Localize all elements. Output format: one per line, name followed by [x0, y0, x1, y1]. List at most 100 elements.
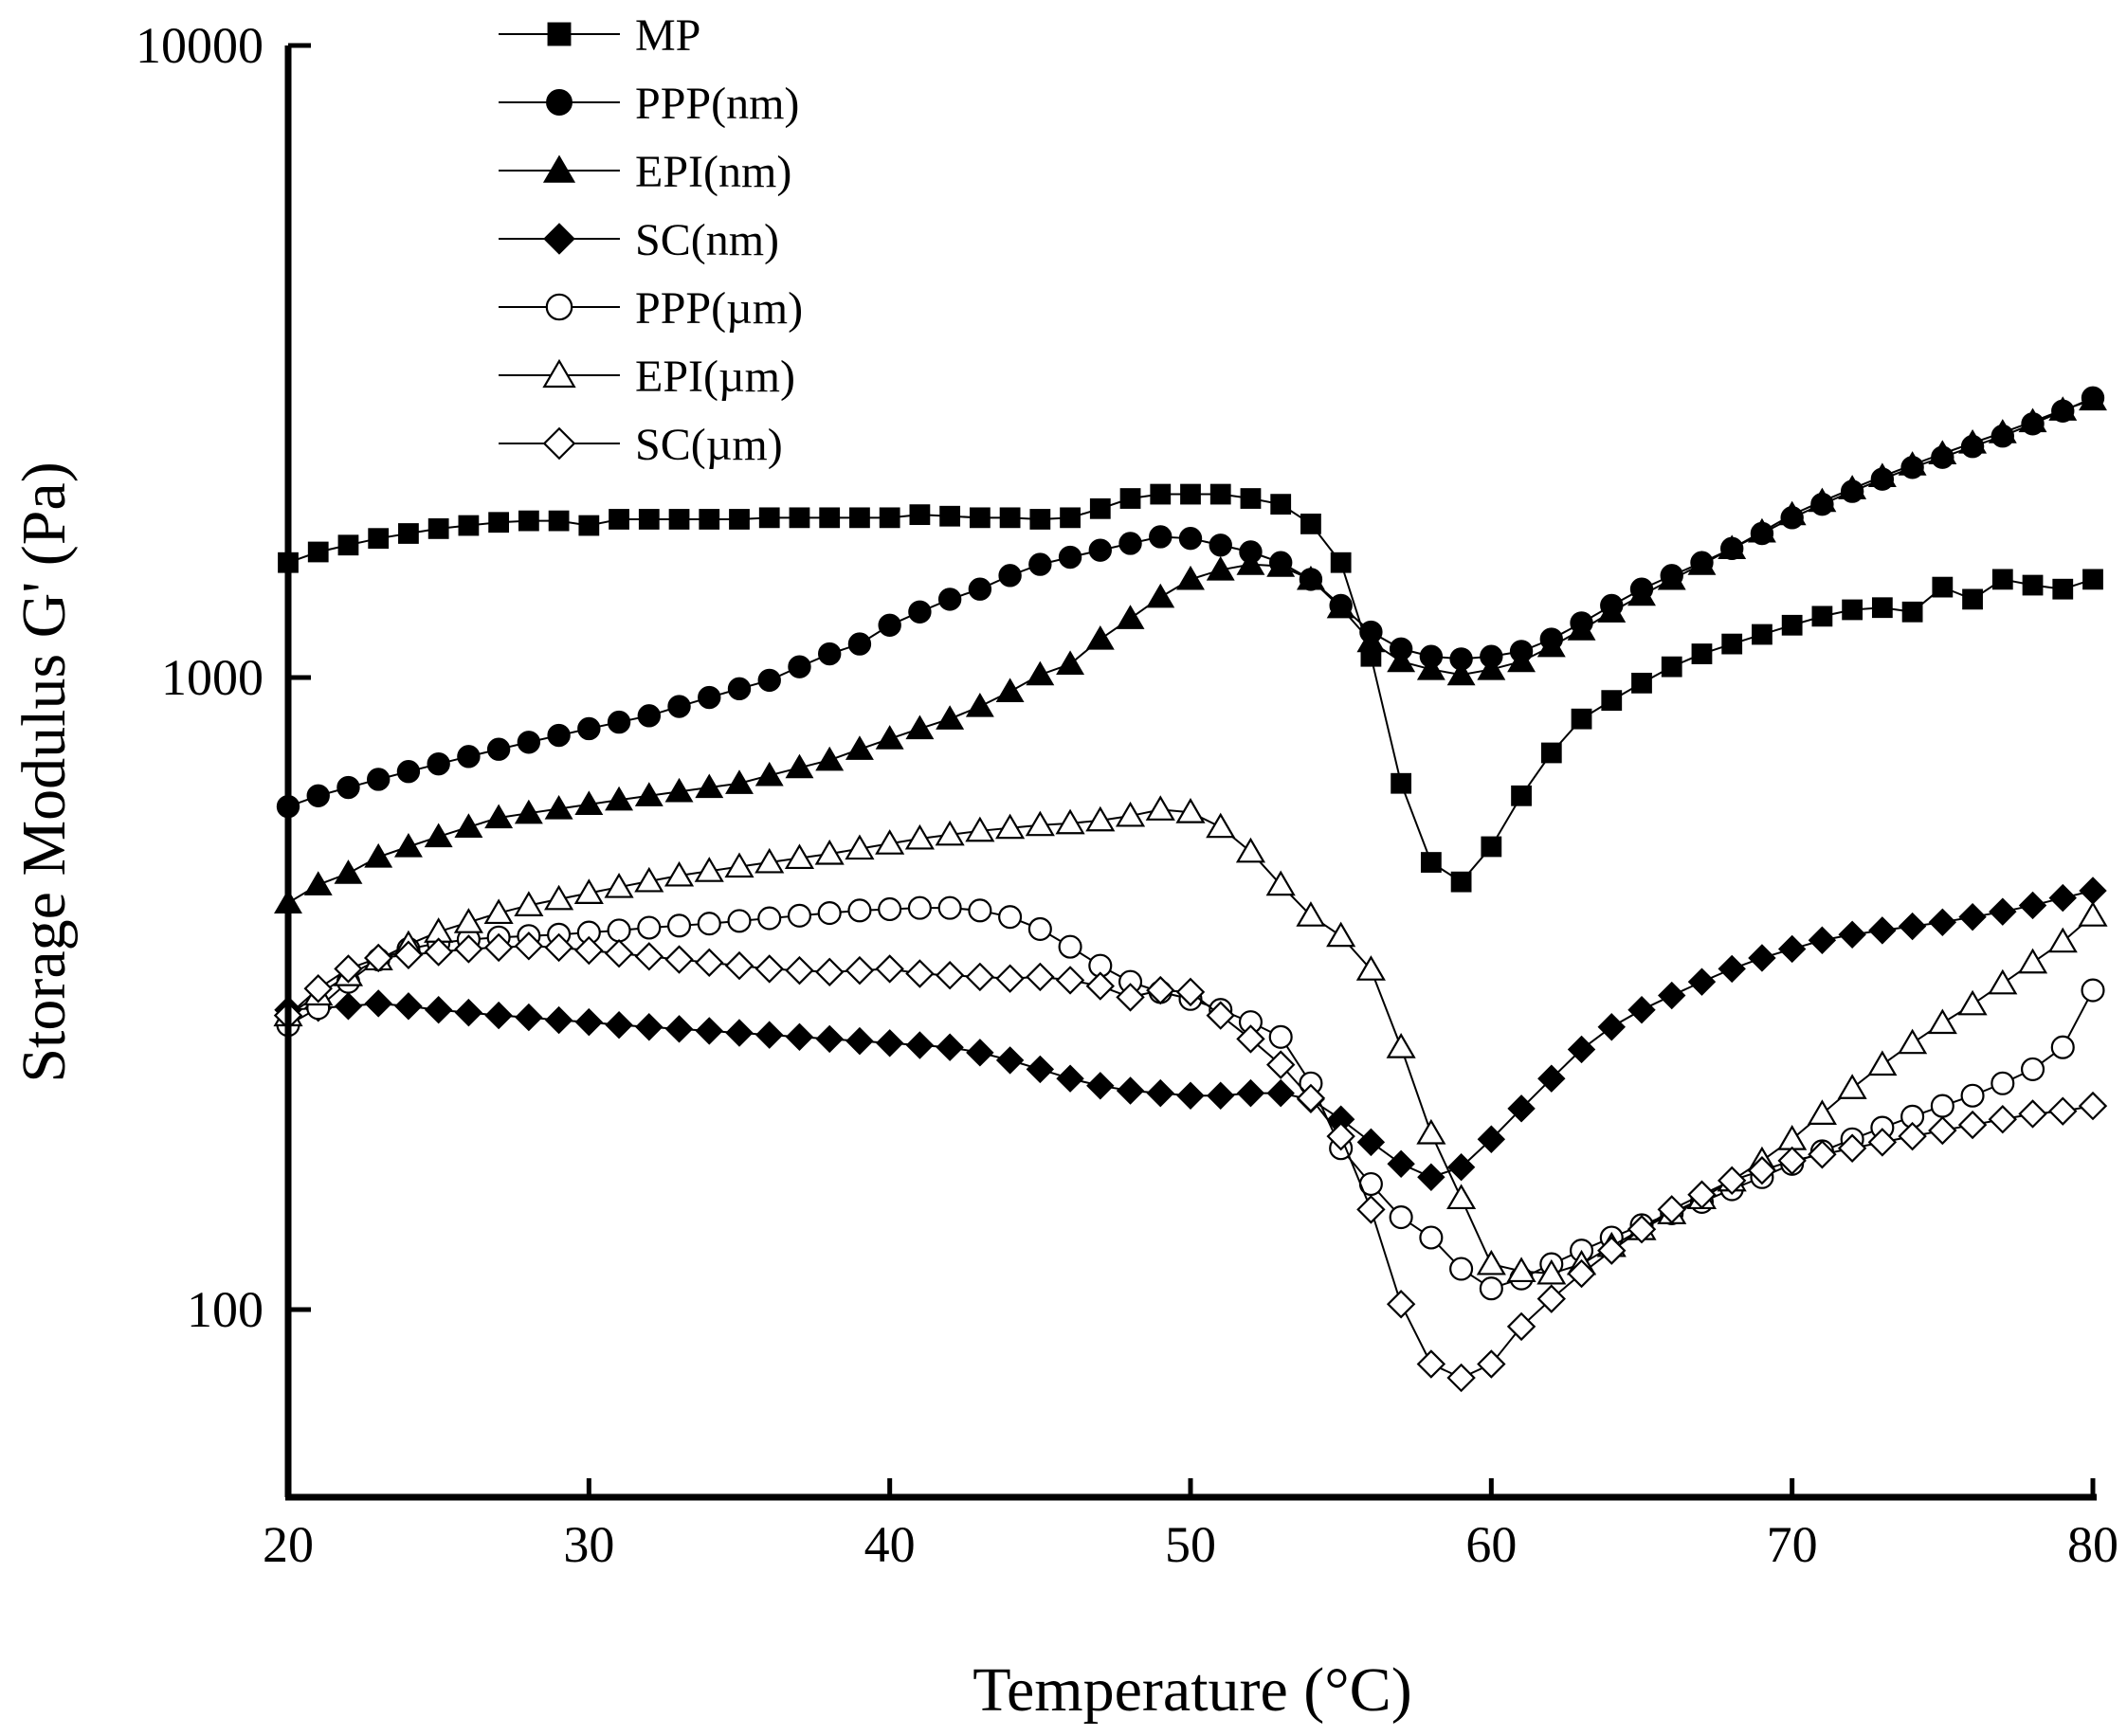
- data-point-sc-nm: [695, 1017, 723, 1045]
- data-point-ppp-um: [727, 909, 752, 933]
- data-point-ppp-um: [1027, 916, 1052, 941]
- data-point-sc-nm: [1958, 902, 1987, 931]
- data-point-ppp-nm: [427, 751, 450, 776]
- data-point-ppp-nm: [908, 600, 932, 624]
- data-point-epi-nm: [1056, 650, 1085, 676]
- x-axis-title: Temperature (°C): [973, 1655, 1411, 1725]
- data-point-sc-nm: [605, 1010, 633, 1040]
- data-point-mp: [1180, 483, 1201, 505]
- data-point-mp: [969, 507, 991, 529]
- legend-item-ppp-nm: PPP(nm): [499, 79, 799, 129]
- data-point-sc-um: [1627, 1215, 1657, 1244]
- data-point-sc-nm: [2048, 883, 2077, 913]
- data-point-sc-nm: [635, 1013, 664, 1041]
- data-point-mp: [1962, 588, 1983, 610]
- data-point-sc-nm: [1838, 920, 1866, 949]
- data-point-epi-nm: [1356, 627, 1386, 653]
- data-point-mp: [1691, 643, 1713, 664]
- data-point-epi-um: [1206, 812, 1236, 839]
- data-point-sc-um: [1506, 1311, 1536, 1342]
- data-point-epi-nm: [454, 813, 483, 838]
- data-point-sc-um: [1808, 1140, 1837, 1169]
- data-point-epi-nm: [1146, 583, 1175, 608]
- data-point-epi-nm: [334, 859, 363, 884]
- data-point-sc-um: [1687, 1180, 1717, 1209]
- data-point-sc-um: [1296, 1083, 1326, 1113]
- data-point-mp: [729, 509, 750, 530]
- data-point-sc-nm: [515, 1003, 543, 1032]
- data-point-sc-nm: [725, 1019, 754, 1047]
- data-point-epi-um: [1355, 955, 1386, 981]
- data-point-sc-um: [1116, 983, 1145, 1012]
- legend-item-mp: MP: [499, 10, 700, 61]
- data-point-sc-nm: [1748, 944, 1776, 972]
- data-point-mp: [1209, 483, 1231, 505]
- legend-marker-ppp-nm: [546, 89, 573, 116]
- data-point-epi-nm: [664, 777, 694, 803]
- data-point-epi-um: [1416, 1118, 1446, 1145]
- data-point-sc-nm: [334, 992, 363, 1021]
- data-point-ppp-um: [878, 896, 902, 922]
- data-point-epi-um: [694, 857, 724, 882]
- data-point-mp: [1450, 871, 1472, 893]
- data-point-epi-um: [1476, 1249, 1506, 1275]
- data-point-mp: [939, 505, 961, 527]
- data-point-sc-nm: [1086, 1072, 1115, 1100]
- data-point-sc-um: [875, 954, 904, 984]
- x-ticks: 20 30 40 50 60 70 80: [263, 1478, 2118, 1573]
- data-point-sc-nm: [966, 1039, 994, 1067]
- data-point-ppp-nm: [1118, 532, 1142, 555]
- data-point-sc-um: [754, 954, 784, 984]
- data-point-epi-um: [1536, 1258, 1567, 1285]
- legend-marker-epi-nm: [542, 154, 576, 183]
- data-point-sc-um: [424, 937, 453, 967]
- data-point-epi-nm: [1326, 593, 1355, 619]
- data-point-epi-nm: [1567, 616, 1596, 641]
- data-point-epi-nm: [875, 725, 904, 750]
- data-point-sc-um: [334, 954, 363, 984]
- data-point-sc-um: [1837, 1133, 1867, 1163]
- y-axis-title: Storage Modulus G' (Pa): [9, 461, 79, 1082]
- data-point-epi-um: [2078, 901, 2108, 927]
- legend-marker-mp: [547, 22, 572, 46]
- data-point-sc-um: [695, 948, 724, 978]
- data-point-epi-nm: [1296, 565, 1325, 590]
- data-point-sc-um: [544, 932, 573, 963]
- data-point-ppp-nm: [727, 677, 752, 701]
- data-point-epi-nm: [634, 782, 664, 806]
- data-point-ppp-um: [1389, 1204, 1413, 1230]
- data-point-ppp-um: [1479, 1276, 1503, 1301]
- series-mp: [278, 483, 2103, 893]
- data-point-mp: [1420, 852, 1442, 873]
- series-epi-um: [273, 795, 2108, 1285]
- legend: MP PPP(nm) EPI(nm) SC(nm) PPP(µm) EPI(µm) SC(µ…: [499, 10, 803, 470]
- data-point-sc-um: [935, 961, 965, 990]
- data-point-mp: [2022, 574, 2044, 596]
- data-point-ppp-nm: [486, 737, 511, 761]
- data-point-sc-nm: [364, 989, 392, 1018]
- data-point-sc-um: [2018, 1099, 2047, 1129]
- data-point-mp: [427, 518, 449, 539]
- data-point-sc-um: [965, 962, 995, 992]
- series-epi-nm: [274, 386, 2107, 913]
- data-point-sc-nm: [1597, 1013, 1626, 1041]
- data-point-mp: [1781, 614, 1803, 636]
- data-point-sc-nm: [905, 1031, 935, 1059]
- data-point-epi-nm: [1416, 655, 1445, 680]
- data-point-epi-nm: [1958, 429, 1988, 454]
- data-point-mp: [849, 507, 870, 529]
- data-point-sc-nm: [2018, 891, 2047, 920]
- series-line-epi-um: [287, 808, 2094, 1275]
- legend-marker-sc-nm: [543, 223, 575, 255]
- data-point-mp: [1811, 606, 1833, 627]
- data-point-ppp-um: [2081, 978, 2105, 1003]
- data-point-epi-nm: [605, 786, 634, 811]
- data-point-sc-nm: [1537, 1064, 1566, 1093]
- data-point-sc-nm: [1176, 1081, 1205, 1110]
- data-point-mp: [398, 523, 419, 544]
- data-point-mp: [1089, 497, 1111, 519]
- data-point-mp: [699, 509, 720, 530]
- data-point-sc-nm: [1658, 981, 1686, 1010]
- data-point-sc-nm: [1808, 926, 1837, 954]
